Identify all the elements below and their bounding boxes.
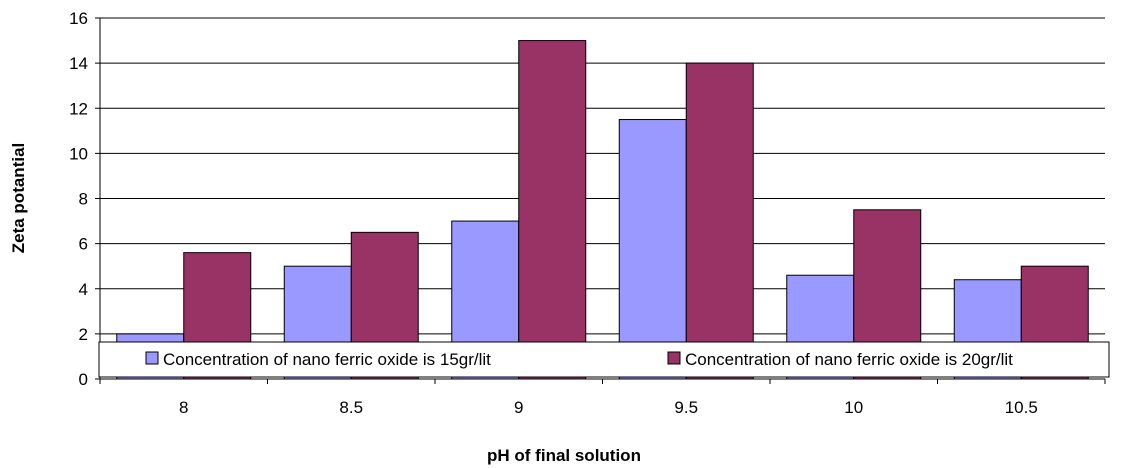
legend-swatch-series-1 bbox=[145, 351, 159, 365]
y-axis-title: Zeta potantial bbox=[9, 143, 28, 254]
y-tick-label: 12 bbox=[69, 99, 88, 118]
x-tick-label: 9 bbox=[514, 398, 523, 417]
y-tick-label: 0 bbox=[79, 370, 88, 389]
gridlines bbox=[100, 17, 1105, 335]
y-tick-label: 4 bbox=[79, 280, 88, 299]
x-tick-label: 8.5 bbox=[339, 398, 363, 417]
y-tick-label: 16 bbox=[69, 9, 88, 28]
x-tick-label: 10 bbox=[844, 398, 863, 417]
x-tick-label: 10.5 bbox=[1005, 398, 1038, 417]
legend-label-series-1: Concentration of nano ferric oxide is 15… bbox=[163, 350, 491, 369]
legend: Concentration of nano ferric oxide is 15… bbox=[98, 341, 1110, 378]
y-tick-label: 8 bbox=[79, 190, 88, 209]
x-axis-title: pH of final solution bbox=[487, 446, 641, 465]
x-tick-label: 9.5 bbox=[674, 398, 698, 417]
x-tick-label: 8 bbox=[179, 398, 188, 417]
bars bbox=[116, 40, 1089, 380]
legend-box bbox=[98, 341, 1110, 378]
bar-series-1-9.5 bbox=[618, 119, 687, 380]
y-tick-label: 2 bbox=[79, 325, 88, 344]
y-tick-label: 10 bbox=[69, 144, 88, 163]
legend-swatch-series-2 bbox=[667, 351, 681, 365]
y-tick-labels: 0 2 4 6 8 10 12 14 16 bbox=[69, 9, 88, 389]
y-tick-label: 6 bbox=[79, 235, 88, 254]
bar-series-2-9.5 bbox=[685, 62, 754, 380]
legend-label-series-2: Concentration of nano ferric oxide is 20… bbox=[685, 350, 1013, 369]
axes bbox=[95, 17, 1106, 384]
x-tick-labels: 8 8.5 9 9.5 10 10.5 bbox=[179, 398, 1038, 417]
y-tick-label: 14 bbox=[69, 54, 88, 73]
bar-series-2-9 bbox=[518, 40, 587, 380]
